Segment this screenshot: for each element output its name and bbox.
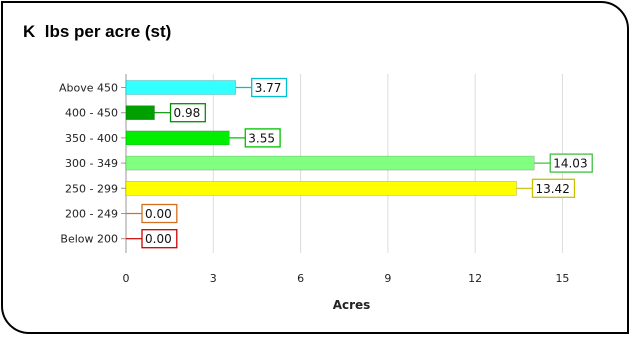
x-tick-label: 6 <box>297 272 304 285</box>
x-tick-label: 9 <box>384 272 391 285</box>
category-label: 400 - 450 <box>65 107 118 120</box>
data-label-box <box>244 128 281 148</box>
bar[interactable] <box>125 80 236 95</box>
category-label: 200 - 249 <box>65 208 118 221</box>
data-label-box <box>141 203 178 224</box>
data-label: 3.55 <box>248 131 275 145</box>
bar[interactable] <box>125 130 230 146</box>
category-label: Above 450 <box>59 82 118 95</box>
bar[interactable] <box>125 155 535 171</box>
data-label-box <box>549 153 593 173</box>
category-label: 250 - 299 <box>65 182 118 195</box>
category-label: Below 200 <box>60 233 118 246</box>
x-axis-label: Acres <box>333 298 371 312</box>
data-label-box <box>251 77 288 98</box>
x-tick-label: 3 <box>210 272 217 285</box>
data-label-box <box>531 178 576 198</box>
chart-title: K lbs per acre (st) <box>23 22 172 41</box>
data-label: 3.77 <box>255 81 282 95</box>
data-label-box <box>169 103 206 123</box>
category-label: 350 - 400 <box>65 132 118 145</box>
data-label-box <box>141 229 178 249</box>
data-label: 0.98 <box>174 106 201 120</box>
x-tick-label: 15 <box>555 272 569 285</box>
data-label: 13.42 <box>535 182 569 196</box>
bar[interactable] <box>125 181 517 196</box>
x-tick-label: 0 <box>123 272 130 285</box>
category-label: 300 - 349 <box>65 157 118 170</box>
data-label: 0.00 <box>145 232 172 246</box>
bar[interactable] <box>125 105 155 120</box>
x-tick-label: 12 <box>468 272 482 285</box>
data-label: 0.00 <box>145 207 172 221</box>
data-label: 14.03 <box>553 157 587 171</box>
